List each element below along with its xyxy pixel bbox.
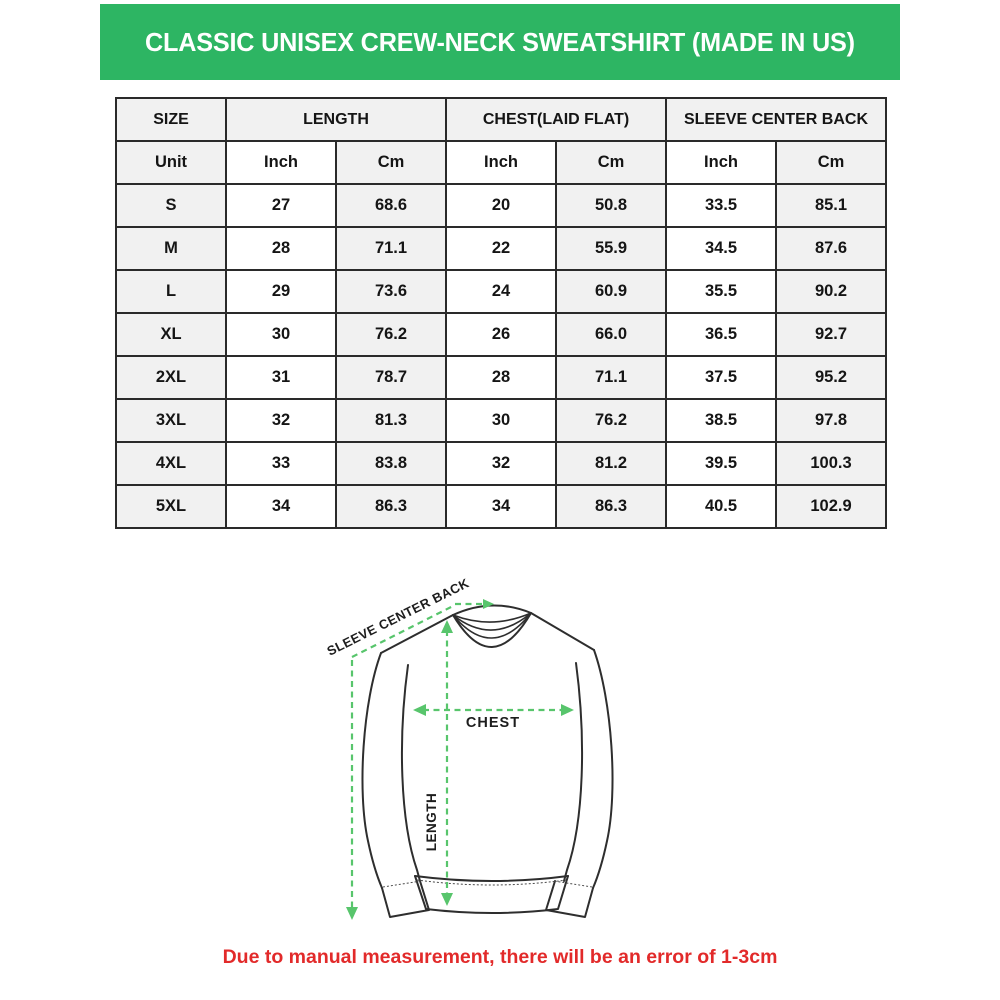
measurement-cell: 71.1 — [335, 226, 447, 271]
measurement-cell: 92.7 — [775, 312, 887, 357]
unit-cell: Cm — [775, 140, 887, 185]
table-row: L 29 73.6 24 60.9 35.5 90.2 — [115, 269, 887, 314]
measurement-cell: 39.5 — [665, 441, 777, 486]
measurement-cell: 26 — [445, 312, 557, 357]
size-label-cell: M — [115, 226, 227, 271]
header-sleeve: SLEEVE CENTER BACK — [665, 97, 887, 142]
chest-label: CHEST — [466, 715, 520, 731]
size-label-cell: 5XL — [115, 484, 227, 529]
measurement-cell: 34.5 — [665, 226, 777, 271]
measurement-cell: 78.7 — [335, 355, 447, 400]
measurement-lines — [350, 602, 564, 907]
size-label-cell: 3XL — [115, 398, 227, 443]
measurement-cell: 36.5 — [665, 312, 777, 357]
measurement-cell: 71.1 — [555, 355, 667, 400]
measurement-cell: 34 — [445, 484, 557, 529]
measurement-cell: 81.3 — [335, 398, 447, 443]
measurement-cell: 37.5 — [665, 355, 777, 400]
measurement-cell: 27 — [225, 183, 337, 228]
size-label-cell: S — [115, 183, 227, 228]
table-row: 2XL 31 78.7 28 71.1 37.5 95.2 — [115, 355, 887, 400]
measurement-cell: 87.6 — [775, 226, 887, 271]
table-row: S 27 68.6 20 50.8 33.5 85.1 — [115, 183, 887, 228]
measurement-cell: 100.3 — [775, 441, 887, 486]
measurement-arrowheads — [346, 599, 574, 920]
measurement-cell: 66.0 — [555, 312, 667, 357]
unit-cell: Inch — [225, 140, 337, 185]
measurement-cell: 86.3 — [335, 484, 447, 529]
sweatshirt-drawing: SLEEVE CENTER BACK CHEST LENGTH — [325, 575, 614, 920]
unit-cell: Inch — [445, 140, 557, 185]
sleeve-diagonal-line — [351, 604, 456, 658]
seam-stitching — [382, 879, 593, 888]
measurement-cell: 28 — [445, 355, 557, 400]
measurement-error-note: Due to manual measurement, there will be… — [222, 946, 778, 968]
measurement-cell: 35.5 — [665, 269, 777, 314]
measurement-cell: 28 — [225, 226, 337, 271]
measurement-cell: 40.5 — [665, 484, 777, 529]
unit-row: Unit Inch Cm Inch Cm Inch Cm — [115, 140, 887, 185]
unit-cell: Unit — [115, 140, 227, 185]
arrow-up-length — [441, 620, 453, 633]
table-row: 4XL 33 83.8 32 81.2 39.5 100.3 — [115, 441, 887, 486]
table-row: 3XL 32 81.3 30 76.2 38.5 97.8 — [115, 398, 887, 443]
title-banner: CLASSIC UNISEX CREW-NECK SWEATSHIRT (MAD… — [100, 4, 900, 80]
measurement-cell: 97.8 — [775, 398, 887, 443]
size-table-body: SIZE LENGTH CHEST(LAID FLAT) SLEEVE CENT… — [115, 97, 887, 529]
table-header-row: SIZE LENGTH CHEST(LAID FLAT) SLEEVE CENT… — [115, 97, 887, 142]
measurement-cell: 73.6 — [335, 269, 447, 314]
header-chest: CHEST(LAID FLAT) — [445, 97, 667, 142]
measurement-cell: 83.8 — [335, 441, 447, 486]
measurement-cell: 32 — [225, 398, 337, 443]
measurement-cell: 33.5 — [665, 183, 777, 228]
arrow-down-left — [346, 907, 358, 920]
measurement-cell: 90.2 — [775, 269, 887, 314]
measurement-cell: 20 — [445, 183, 557, 228]
measurement-cell: 22 — [445, 226, 557, 271]
measurement-cell: 81.2 — [555, 441, 667, 486]
size-label-cell: 2XL — [115, 355, 227, 400]
measurement-cell: 76.2 — [555, 398, 667, 443]
measurement-cell: 86.3 — [555, 484, 667, 529]
header-length: LENGTH — [225, 97, 447, 142]
table-row: M 28 71.1 22 55.9 34.5 87.6 — [115, 226, 887, 271]
page-title: CLASSIC UNISEX CREW-NECK SWEATSHIRT (MAD… — [145, 26, 855, 57]
measurement-cell: 68.6 — [335, 183, 447, 228]
size-chart-table: SIZE LENGTH CHEST(LAID FLAT) SLEEVE CENT… — [115, 97, 887, 529]
measurement-cell: 102.9 — [775, 484, 887, 529]
table-row: 5XL 34 86.3 34 86.3 40.5 102.9 — [115, 484, 887, 529]
sweatshirt-measurement-diagram: SLEEVE CENTER BACK CHEST LENGTH — [303, 573, 703, 948]
unit-cell: Inch — [665, 140, 777, 185]
measurement-cell: 95.2 — [775, 355, 887, 400]
measurement-cell: 34 — [225, 484, 337, 529]
measurement-cell: 76.2 — [335, 312, 447, 357]
sweatshirt-outline — [361, 604, 614, 918]
length-label: LENGTH — [424, 793, 439, 852]
size-label-cell: XL — [115, 312, 227, 357]
unit-cell: Cm — [335, 140, 447, 185]
arrow-right-chest — [561, 704, 574, 716]
measurement-cell: 30 — [445, 398, 557, 443]
table-row: XL 30 76.2 26 66.0 36.5 92.7 — [115, 312, 887, 357]
size-label-cell: 4XL — [115, 441, 227, 486]
arrow-down-length — [441, 893, 453, 906]
measurement-cell: 29 — [225, 269, 337, 314]
arrow-right-collar — [483, 599, 494, 609]
measurement-cell: 60.9 — [555, 269, 667, 314]
measurement-cell: 85.1 — [775, 183, 887, 228]
measurement-cell: 55.9 — [555, 226, 667, 271]
header-size: SIZE — [115, 97, 227, 142]
measurement-cell: 24 — [445, 269, 557, 314]
measurement-cell: 30 — [225, 312, 337, 357]
measurement-cell: 50.8 — [555, 183, 667, 228]
measurement-cell: 38.5 — [665, 398, 777, 443]
measurement-cell: 33 — [225, 441, 337, 486]
measurement-cell: 32 — [445, 441, 557, 486]
arrow-left-chest — [413, 704, 426, 716]
measurement-cell: 31 — [225, 355, 337, 400]
size-label-cell: L — [115, 269, 227, 314]
unit-cell: Cm — [555, 140, 667, 185]
